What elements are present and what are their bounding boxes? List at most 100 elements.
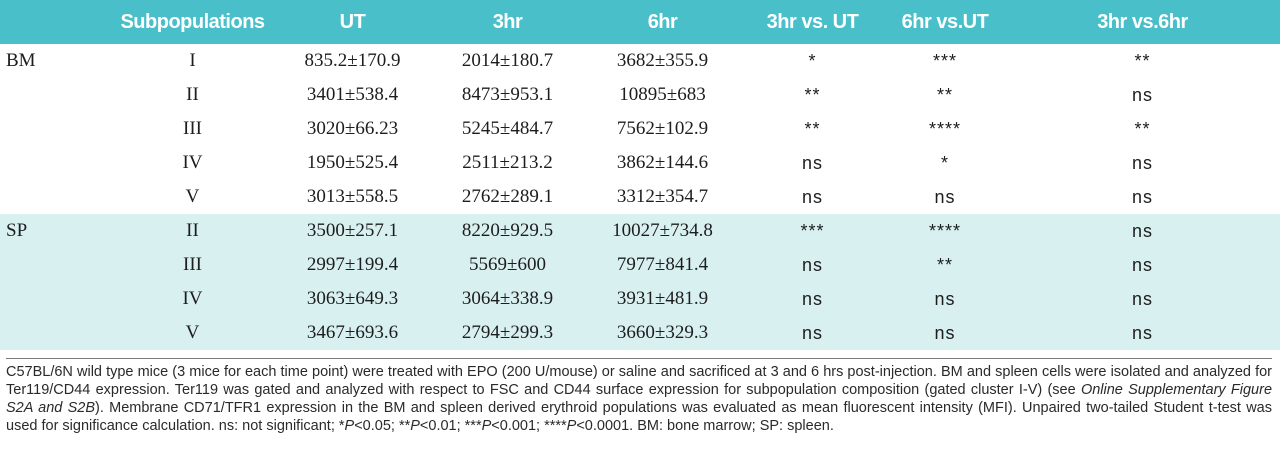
header-cell: UT [275, 0, 430, 44]
table-body: BM I 835.2±170.9 2014±180.7 3682±355.9 * *** **… [0, 44, 1280, 350]
value-cell: 3013±558.5 [306, 186, 399, 207]
value-cell: 7562±102.9 [616, 118, 709, 139]
table-row: IV 1950±525.4 2511±213.2 3862±144.6 ns * ns [0, 146, 1280, 180]
footnote-italic-text: P [344, 418, 355, 434]
value-cell: 3467±693.6 [275, 316, 430, 350]
group-label [0, 146, 110, 180]
group-label [0, 78, 110, 112]
group-label [0, 180, 110, 214]
subpopulation-cell: IV [182, 152, 203, 173]
footnote-text: ). Membrane CD71/TFR1 expression in the … [6, 400, 1272, 434]
group-label: SP [0, 214, 110, 248]
value-cell: 3862±144.6 [616, 152, 709, 173]
subpopulation-cell: IV [110, 282, 275, 316]
significance-cell: ns [934, 186, 956, 207]
significance-cell: ** [1134, 50, 1151, 71]
significance-cell: ** [1134, 118, 1151, 139]
table-row: III 2997±199.4 5569±600 7977±841.4 ns ** ns [0, 248, 1280, 282]
header-cell: 3hr [430, 0, 585, 44]
value-cell: 10895±683 [619, 84, 706, 105]
group-label: BM [6, 50, 36, 71]
table-row: SP II 3500±257.1 8220±929.5 10027±734.8 *** **… [0, 214, 1280, 248]
header-cell: 3hr vs. UT [740, 0, 885, 44]
subpopulation-cell: II [186, 84, 199, 105]
value-cell: 5245±484.7 [461, 118, 554, 139]
subpopulation-cell: V [110, 316, 275, 350]
significance-cell: **** [885, 214, 1005, 248]
table-header-row: Subpopulations UT 3hr 6hr 3hr vs. UT 6hr… [0, 0, 1280, 44]
value-cell: 2511±213.2 [462, 152, 553, 173]
mfi-table: Subpopulations UT 3hr 6hr 3hr vs. UT 6hr… [0, 0, 1280, 350]
subpopulation-cell: II [110, 214, 275, 248]
footnote-text: <0.0001. BM: bone marrow; SP: spleen. [576, 418, 834, 434]
table-row: BM I 835.2±170.9 2014±180.7 3682±355.9 * *** ** [0, 44, 1280, 78]
value-cell: 3401±538.4 [306, 84, 399, 105]
significance-cell: ** [804, 84, 821, 105]
value-cell: 10027±734.8 [585, 214, 740, 248]
significance-cell: *** [740, 214, 885, 248]
significance-cell: ** [936, 84, 953, 105]
group-label [0, 316, 110, 350]
header-cell: 6hr vs.UT [885, 0, 1005, 44]
footnote-text: <0.01; *** [419, 418, 482, 434]
value-cell: 2794±299.3 [430, 316, 585, 350]
significance-cell: ns [1131, 152, 1153, 173]
group-label [0, 282, 110, 316]
footnote-italic-text: P [410, 418, 420, 434]
table-row: IV 3063±649.3 3064±338.9 3931±481.9 ns ns ns [0, 282, 1280, 316]
header-cell: 6hr [585, 0, 740, 44]
value-cell: 3063±649.3 [275, 282, 430, 316]
footnote-text: <0.05; ** [354, 418, 411, 434]
table-row: II 3401±538.4 8473±953.1 10895±683 ** ** ns [0, 78, 1280, 112]
significance-cell: ns [801, 152, 823, 173]
value-cell: 2762±289.1 [461, 186, 554, 207]
value-cell: 835.2±170.9 [304, 50, 401, 71]
table-footnote: C57BL/6N wild type mice (3 mice for each… [6, 358, 1272, 435]
value-cell: 1950±525.4 [306, 152, 399, 173]
significance-cell: *** [932, 50, 957, 71]
header-cell: 3hr vs.6hr [1005, 0, 1280, 44]
value-cell: 3064±338.9 [430, 282, 585, 316]
footnote-italic-text: Online Supplementary Figure S2A and S2B [6, 382, 1273, 416]
table-row: V 3013±558.5 2762±289.1 3312±354.7 ns ns ns [0, 180, 1280, 214]
significance-cell: ns [1005, 316, 1280, 350]
value-cell: 5569±600 [430, 248, 585, 282]
value-cell: 3660±329.3 [585, 316, 740, 350]
significance-cell: ns [1131, 84, 1153, 105]
value-cell: 3500±257.1 [275, 214, 430, 248]
value-cell: 2014±180.7 [461, 50, 554, 71]
value-cell: 3931±481.9 [585, 282, 740, 316]
header-cell [0, 0, 110, 44]
significance-cell: ** [804, 118, 821, 139]
significance-cell: ns [885, 316, 1005, 350]
value-cell: 8473±953.1 [461, 84, 554, 105]
subpopulation-cell: III [110, 248, 275, 282]
footnote-text: <0.001; **** [491, 418, 567, 434]
significance-cell: **** [928, 118, 962, 139]
value-cell: 2997±199.4 [275, 248, 430, 282]
significance-cell: * [808, 50, 817, 71]
table-row: III 3020±66.23 5245±484.7 7562±102.9 ** **** *… [0, 112, 1280, 146]
significance-cell: ns [1131, 186, 1153, 207]
footnote-text: C57BL/6N wild type mice (3 mice for each… [6, 364, 1272, 398]
significance-cell: ns [740, 316, 885, 350]
group-label [0, 112, 110, 146]
value-cell: 3312±354.7 [616, 186, 709, 207]
significance-cell: ns [801, 186, 823, 207]
subpopulation-cell: V [185, 186, 200, 207]
significance-cell: ns [1005, 248, 1280, 282]
significance-cell: * [940, 152, 949, 173]
footnote-italic-text: P [566, 418, 577, 434]
subpopulation-cell: III [183, 118, 202, 139]
group-label [0, 248, 110, 282]
subpopulation-cell: I [189, 50, 196, 71]
header-cell: Subpopulations [110, 0, 275, 44]
significance-cell: ns [1005, 282, 1280, 316]
significance-cell: ns [1005, 214, 1280, 248]
significance-cell: ns [740, 282, 885, 316]
significance-cell: ** [885, 248, 1005, 282]
value-cell: 7977±841.4 [585, 248, 740, 282]
significance-cell: ns [885, 282, 1005, 316]
significance-cell: ns [740, 248, 885, 282]
